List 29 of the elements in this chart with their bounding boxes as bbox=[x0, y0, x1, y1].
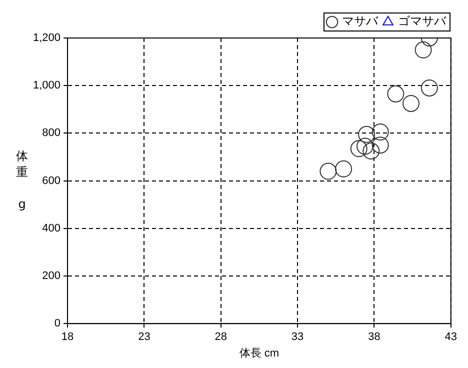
x-tick-label: 18 bbox=[61, 331, 74, 344]
x-tick-label: 38 bbox=[368, 331, 380, 344]
point bbox=[387, 85, 404, 102]
x-tick-label: 23 bbox=[138, 331, 150, 344]
point bbox=[414, 41, 432, 58]
y-tick-label: 600 bbox=[42, 174, 61, 187]
point bbox=[362, 142, 380, 160]
point bbox=[372, 136, 389, 154]
point bbox=[356, 138, 374, 155]
x-tick-label: 33 bbox=[291, 331, 304, 344]
y-tick-label: 800 bbox=[42, 127, 61, 140]
y-tick-label: 0 bbox=[54, 318, 61, 330]
point bbox=[350, 140, 368, 158]
legend-label: マサバ bbox=[342, 14, 379, 28]
point bbox=[358, 126, 376, 143]
y-tick-label: 1,000 bbox=[32, 80, 61, 92]
x-tick-label: 28 bbox=[214, 331, 227, 344]
legend-label: ゴマサバ bbox=[398, 14, 447, 28]
y-tick-label: 400 bbox=[42, 222, 61, 234]
y-tick-label: 1,200 bbox=[32, 32, 61, 44]
point bbox=[320, 162, 337, 180]
point bbox=[402, 94, 420, 112]
y-tick-label: 200 bbox=[42, 270, 61, 282]
point bbox=[372, 124, 389, 141]
text: 体重 g bbox=[16, 148, 28, 211]
point bbox=[335, 160, 352, 178]
x-axis-title: 体長 cm bbox=[239, 347, 280, 360]
x-tick-label: 43 bbox=[444, 331, 458, 344]
point bbox=[420, 79, 438, 96]
